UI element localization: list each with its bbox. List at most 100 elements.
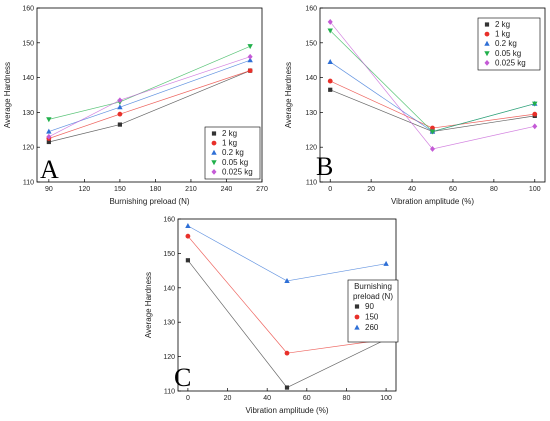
legend-marker [484, 31, 490, 37]
panel-letter: A [40, 155, 59, 184]
data-point [46, 133, 52, 140]
y-tick-label: 160 [163, 217, 175, 224]
x-tick-label: 90 [45, 186, 53, 193]
y-tick-label: 130 [163, 320, 175, 327]
chart-panel-c: 110 120 130 140 150 160 0 20 40 60 80 100 Vibration … [144, 217, 399, 415]
legend-marker [354, 314, 360, 320]
data-point [532, 101, 538, 107]
y-tick-label: 160 [305, 6, 317, 13]
y-tick-label: 110 [164, 389, 175, 396]
x-tick-label: 120 [79, 186, 91, 193]
x-tick-label: 180 [150, 186, 162, 193]
legend: 2 kg1 kg0.2 kg0.05 kg0.025 kg [477, 17, 541, 71]
x-tick-label: 240 [221, 186, 233, 193]
data-point [284, 278, 290, 284]
data-point [383, 260, 389, 266]
legend-marker [354, 304, 360, 309]
data-point [284, 385, 290, 390]
y-axis-label: Average Hardness [144, 272, 153, 338]
x-tick-label: 270 [256, 186, 268, 193]
legend-entry: 1 kg [495, 30, 510, 39]
x-tick-label: 60 [449, 186, 457, 193]
y-tick-label: 140 [22, 75, 34, 82]
legend-entry: 0.025 kg [222, 167, 253, 176]
data-point [247, 68, 253, 74]
legend-entry: 0.025 kg [495, 58, 526, 67]
series-line-2-kg [330, 89, 535, 132]
x-tick-label: 0 [328, 186, 332, 193]
panel-letter: B [316, 152, 333, 181]
data-point [284, 350, 290, 356]
legend-entry: 2 kg [222, 129, 237, 138]
legend-marker [354, 324, 360, 330]
legend-title: preload (N) [353, 292, 393, 301]
data-point [247, 44, 253, 50]
data-point [185, 258, 191, 263]
legend-marker [211, 169, 217, 175]
legend-marker [484, 51, 490, 57]
y-axis-label: Average Hardness [284, 62, 293, 128]
legend-entry: 260 [365, 323, 379, 332]
data-point [328, 87, 333, 92]
data-point [327, 59, 333, 65]
data-point [532, 111, 538, 117]
y-tick-label: 150 [163, 251, 175, 258]
data-point [327, 78, 333, 84]
data-point [532, 123, 538, 130]
legend-entry: 0.05 kg [222, 158, 248, 167]
series-line-1-kg [330, 80, 535, 129]
plot-frame [319, 7, 546, 183]
y-axis-label: Average Hardness [3, 62, 12, 128]
legend: 2 kg1 kg0.2 kg0.05 kg0.025 kg [204, 126, 261, 180]
legend-entry: 0.05 kg [495, 49, 521, 58]
data-point [46, 128, 52, 134]
legend-title: Burnishing [354, 282, 392, 291]
y-tick-label: 120 [163, 354, 175, 361]
y-tick-label: 150 [305, 40, 317, 47]
x-axis-label: Vibration amplitude (%) [245, 406, 328, 415]
data-point [430, 146, 435, 152]
legend-entry: 0.2 kg [222, 148, 244, 157]
y-tick-label: 140 [305, 75, 317, 82]
x-tick-label: 150 [114, 186, 126, 193]
legend-marker [484, 22, 490, 27]
x-tick-label: 20 [224, 395, 232, 402]
series-line-0.2-kg [330, 61, 535, 132]
data-point [117, 97, 123, 104]
chart-panel-a: 110 120 130 140 150 160 90 120 150 180 210 240 270 Bu… [3, 6, 268, 207]
legend-entry: 1 kg [222, 139, 237, 148]
legend-marker [484, 40, 490, 46]
series-line-260 [187, 225, 387, 282]
legend-entry: 90 [365, 302, 374, 311]
legend-entry: 0.2 kg [495, 39, 517, 48]
x-axis-label: Vibration amplitude (%) [391, 197, 474, 206]
data-point [430, 125, 435, 131]
legend-marker [211, 149, 217, 155]
data-point [117, 122, 122, 127]
x-tick-label: 80 [343, 395, 351, 402]
x-tick-label: 20 [367, 186, 375, 193]
legend-entry: 2 kg [495, 20, 510, 29]
x-tick-label: 40 [263, 395, 271, 402]
data-point [46, 139, 51, 145]
data-point [185, 222, 191, 228]
y-tick-label: 120 [22, 145, 34, 152]
y-tick-label: 160 [22, 6, 34, 13]
x-tick-label: 0 [186, 395, 190, 402]
x-axis-label: Burnishing preload (N) [109, 197, 189, 206]
legend-marker [211, 131, 217, 136]
legend-marker [211, 140, 217, 146]
data-point [327, 28, 333, 34]
y-tick-label: 130 [22, 110, 34, 117]
legend-marker [211, 160, 217, 166]
x-tick-label: 100 [529, 186, 541, 193]
y-tick-label: 130 [305, 110, 317, 117]
legend-entry: 150 [365, 313, 379, 322]
y-tick-label: 110 [23, 180, 34, 187]
chart-panel-b: 110 120 130 140 150 160 0 20 40 60 80 100 Vibration … [284, 6, 546, 206]
y-tick-label: 120 [305, 145, 317, 152]
x-tick-label: 100 [380, 395, 392, 402]
data-point [429, 129, 436, 135]
